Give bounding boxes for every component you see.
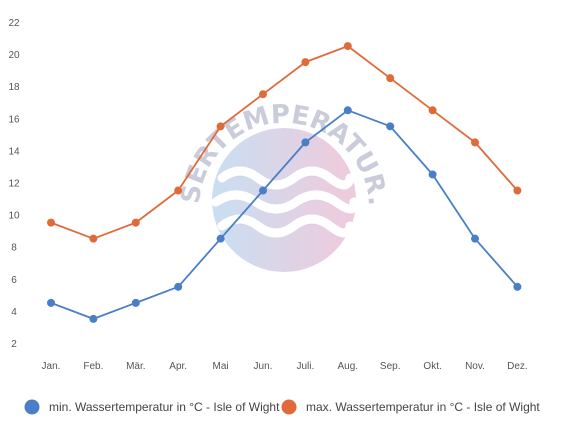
data-point [259, 186, 267, 195]
x-tick-label: Dez. [507, 361, 528, 372]
y-tick-label: 6 [11, 275, 17, 286]
data-point [471, 234, 479, 243]
y-tick-label: 18 [8, 82, 20, 93]
data-point [216, 122, 225, 131]
data-point [216, 234, 225, 243]
data-point [343, 106, 352, 115]
y-axis: 2 4 6 8 10 12 14 16 18 20 22 [8, 18, 20, 350]
legend-marker-min [24, 399, 40, 415]
data-point [428, 106, 437, 115]
data-point [513, 282, 522, 291]
data-point [89, 314, 98, 323]
data-point [471, 138, 479, 147]
data-point [174, 186, 183, 195]
data-point [343, 42, 352, 51]
series-line [50, 109, 519, 320]
data-point [131, 218, 140, 227]
legend-marker-max [281, 399, 297, 415]
x-tick-label: Juli. [297, 361, 315, 372]
data-point [513, 186, 522, 195]
data-point [174, 282, 183, 291]
y-tick-label: 20 [8, 50, 20, 61]
legend-label-max: max. Wassertemperatur in °C - Isle of Wi… [306, 400, 540, 414]
data-point [386, 122, 395, 131]
x-tick-label: Mär. [126, 361, 145, 372]
series-max [47, 42, 522, 243]
x-tick-label: Jun. [254, 361, 273, 372]
y-tick-label: 12 [8, 179, 20, 190]
x-tick-label: Apr. [169, 361, 187, 372]
y-tick-label: 8 [11, 243, 17, 254]
x-tick-label: Nov. [465, 361, 485, 372]
x-tick-label: Feb. [83, 361, 103, 372]
data-point [131, 298, 140, 307]
series-min [47, 106, 522, 323]
legend: min. Wassertemperatur in °C - Isle of Wi… [24, 399, 540, 415]
data-point [89, 234, 98, 243]
x-tick-label: Sep. [380, 361, 401, 372]
data-point [259, 90, 267, 99]
series-layer [47, 42, 522, 323]
x-tick-label: Okt. [423, 361, 441, 372]
x-tick-label: Aug. [338, 361, 359, 372]
legend-label-min: min. Wassertemperatur in °C - Isle of Wi… [49, 400, 280, 414]
series-line [50, 45, 519, 240]
x-tick-label: Mai [213, 361, 229, 372]
x-tick-label: Jan. [42, 361, 61, 372]
data-point [47, 218, 55, 227]
data-point [386, 74, 395, 83]
y-tick-label: 14 [8, 146, 20, 157]
data-point [301, 138, 310, 147]
y-tick-label: 16 [8, 114, 20, 125]
y-tick-label: 4 [11, 307, 17, 318]
y-tick-label: 22 [8, 18, 20, 29]
data-point [428, 170, 437, 179]
data-point [47, 298, 55, 307]
y-tick-label: 10 [8, 211, 20, 222]
x-axis: Jan. Feb. Mär. Apr. Mai Jun. Juli. Aug. Sep. Okt.… [42, 361, 528, 372]
watermark-logo: WASSERTEMPERATUR.ORG [0, 0, 392, 272]
y-tick-label: 2 [11, 339, 17, 350]
data-point [301, 58, 310, 67]
